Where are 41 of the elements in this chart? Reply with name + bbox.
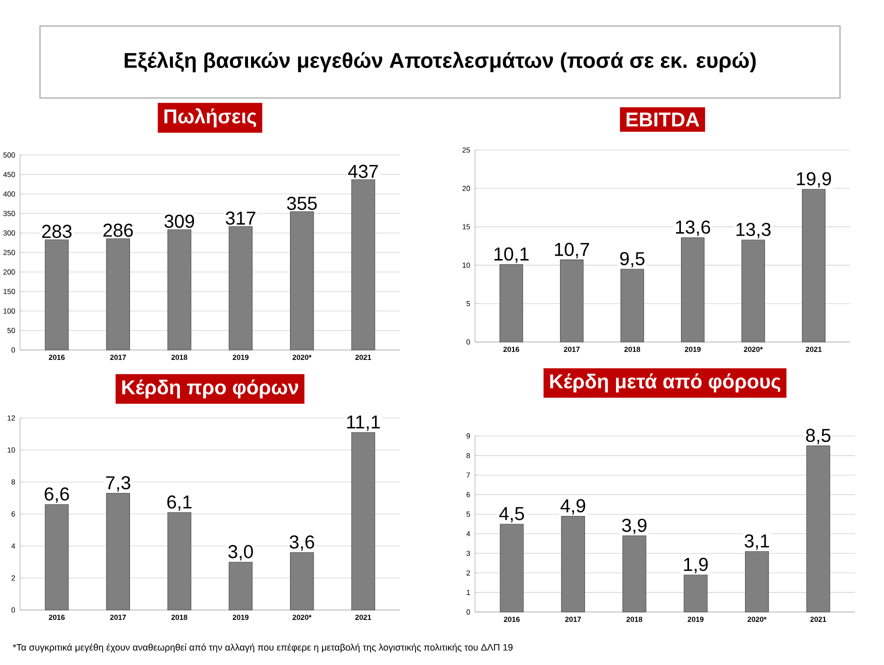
data-label: 4,5	[499, 507, 524, 522]
bar	[167, 512, 192, 610]
chart-title: EBITDA	[626, 112, 700, 126]
data-label: 10,7	[555, 242, 590, 258]
data-label: 3,6	[290, 535, 314, 551]
bar	[228, 562, 253, 610]
bar	[167, 229, 192, 350]
data-label: 19,9	[796, 172, 831, 188]
bar	[500, 264, 524, 342]
text: Εξέλιξη βασικών μεγεθών Αποτελεσμάτων (ποσά σε εκ. ευρώ)	[124, 52, 756, 72]
chart-title: Πωλήσεις	[164, 108, 256, 128]
data-label: 8,5	[806, 428, 830, 444]
data-label: 286	[103, 224, 133, 237]
data-label: 13,3	[736, 222, 771, 238]
bar	[745, 551, 769, 612]
text: *Τα συγκριτικά μεγέθη έχουν αναθεωρηθεί από την αλλαγή που επέφερε η μεταβολή της λογιστικής πολιτικής του ΔΛΠ 19	[12, 644, 513, 652]
data-label: 6,1	[167, 495, 192, 511]
data-label: 317	[226, 212, 256, 225]
data-label: 11,1	[347, 416, 380, 431]
bar	[228, 226, 253, 350]
data-label: 283	[42, 224, 72, 238]
data-label: 3,9	[622, 518, 646, 534]
data-label: 4,9	[560, 499, 586, 515]
bar	[44, 504, 69, 610]
bar	[622, 535, 646, 612]
bar	[290, 211, 314, 350]
bar	[806, 446, 830, 612]
chart-title: Κέρδη μετά από φόρους	[550, 374, 780, 392]
data-label: 6,6	[44, 487, 69, 503]
data-label: 437	[348, 164, 378, 178]
data-label: 309	[164, 214, 194, 228]
chart-title: Κέρδη προ φόρων	[122, 380, 298, 398]
data-label: 355	[287, 196, 317, 210]
data-label: 10,1	[494, 247, 529, 263]
data-label: 7,3	[106, 476, 130, 492]
data-label: 3,1	[744, 534, 770, 550]
data-label: 13,6	[676, 220, 710, 236]
bar	[802, 188, 826, 342]
data-label: 1,9	[684, 558, 708, 574]
data-label: 9,5	[620, 252, 644, 268]
data-label: 3,0	[228, 544, 253, 560]
